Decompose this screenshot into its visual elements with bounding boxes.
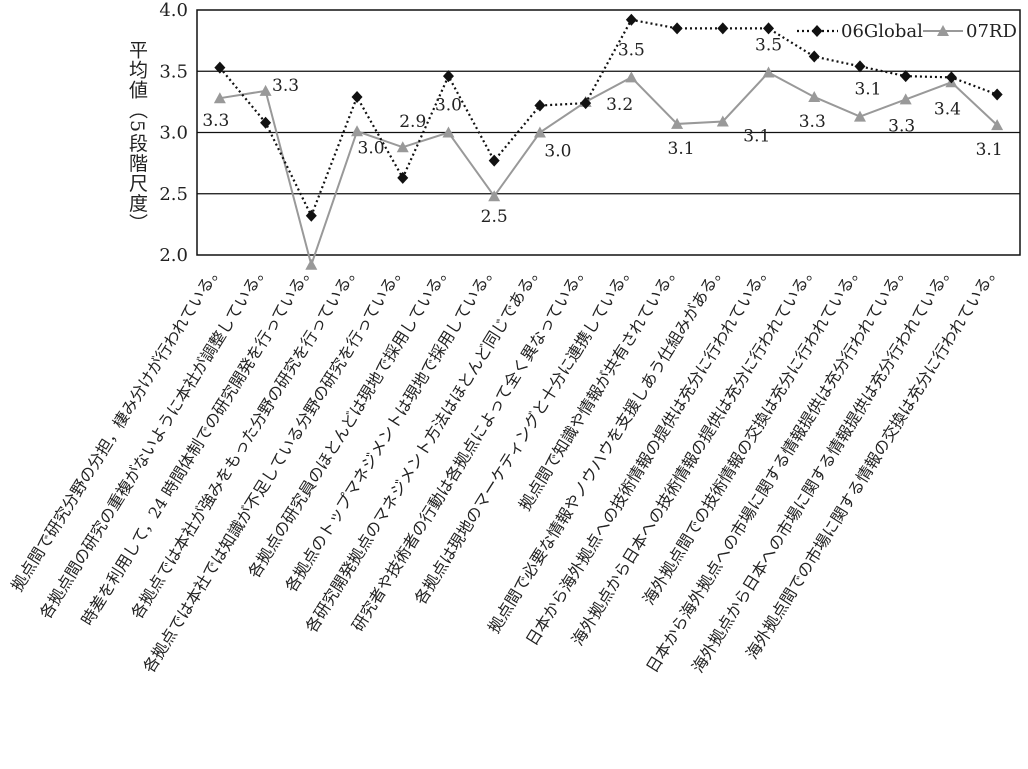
- point-06Global: [580, 97, 592, 110]
- legend-label: 06Global: [841, 21, 923, 42]
- data-label: 3.3: [799, 112, 826, 132]
- category-labels: 拠点間で研究分野の分担，棲み分けが行われている。各拠点間の研究の重複がないように…: [7, 260, 1003, 676]
- point-06Global: [808, 50, 820, 63]
- point-06Global: [442, 70, 454, 83]
- data-label: 3.1: [743, 126, 770, 146]
- point-06Global: [854, 60, 866, 73]
- data-label: 3.1: [976, 140, 1003, 160]
- y-tick-label: 2.5: [159, 184, 188, 205]
- category-label: 各拠点のトップマネジメントは現地で採用している。: [281, 260, 500, 595]
- data-label: 3.3: [272, 76, 299, 96]
- data-labels: 3.3 3.3 3.0 2.9 3.0 2.5 3.0 3.2 3.5 3.1 3.1 3.5 3.3 3…: [202, 35, 1002, 227]
- legend: 06Global 07RD: [797, 21, 1017, 42]
- data-label: 3.0: [435, 96, 462, 116]
- series-layer: [213, 13, 1004, 270]
- point-06Global: [900, 70, 912, 83]
- data-label: 3.0: [544, 142, 571, 162]
- legend-marker-06Global: [811, 25, 823, 37]
- point-06Global: [991, 88, 1003, 101]
- legend-marker-07RD: [937, 25, 949, 36]
- data-label: 2.5: [481, 207, 508, 227]
- data-label: 3.0: [358, 138, 385, 158]
- data-label: 3.4: [934, 99, 961, 119]
- y-axis-label: 平均値（5段階尺度）: [126, 40, 148, 233]
- data-label: 3.1: [854, 80, 881, 100]
- point-06Global: [945, 71, 957, 84]
- data-label: 3.5: [618, 40, 645, 60]
- data-label: 3.3: [202, 111, 229, 131]
- point-07RD: [533, 126, 546, 138]
- point-07RD: [625, 71, 638, 83]
- point-07RD: [853, 110, 866, 122]
- point-06Global: [625, 13, 637, 26]
- y-tick-label: 4.0: [159, 0, 188, 21]
- data-label: 3.3: [888, 116, 915, 136]
- point-07RD: [488, 190, 501, 202]
- point-07RD: [762, 66, 775, 78]
- point-06Global: [488, 154, 500, 167]
- point-06Global: [397, 171, 409, 184]
- y-tick-label: 2.0: [159, 245, 188, 266]
- point-06Global: [351, 90, 363, 103]
- plot-frame: [196, 9, 1021, 256]
- gridlines: [197, 70, 1020, 195]
- y-axis-ticks: 2.0 2.5 3.0 3.5 4.0: [159, 0, 188, 266]
- point-07RD: [671, 117, 684, 129]
- data-label: 3.2: [606, 95, 633, 115]
- point-06Global: [671, 22, 683, 35]
- point-07RD: [351, 125, 364, 137]
- data-label: 2.9: [399, 112, 426, 132]
- legend-label: 07RD: [966, 21, 1017, 42]
- point-07RD: [259, 84, 272, 96]
- point-06Global: [214, 61, 226, 74]
- point-06Global: [534, 99, 546, 112]
- point-07RD: [305, 258, 318, 270]
- point-07RD: [899, 93, 912, 105]
- y-tick-label: 3.5: [159, 61, 188, 82]
- point-06Global: [305, 209, 317, 222]
- point-07RD: [213, 92, 226, 104]
- point-06Global: [717, 22, 729, 35]
- category-label: 拠点間で研究分野の分担，棲み分けが行われている。: [7, 260, 226, 595]
- series-line-07RD: [219, 71, 998, 269]
- y-tick-label: 3.0: [159, 123, 188, 144]
- series-line-06Global: [219, 18, 998, 219]
- point-07RD: [808, 90, 821, 102]
- point-06Global: [763, 22, 775, 35]
- point-07RD: [716, 115, 729, 127]
- point-07RD: [396, 141, 409, 153]
- point-07RD: [991, 119, 1004, 131]
- point-07RD: [442, 126, 455, 138]
- data-label: 3.5: [755, 35, 782, 55]
- point-06Global: [260, 116, 272, 129]
- data-label: 3.1: [668, 139, 695, 159]
